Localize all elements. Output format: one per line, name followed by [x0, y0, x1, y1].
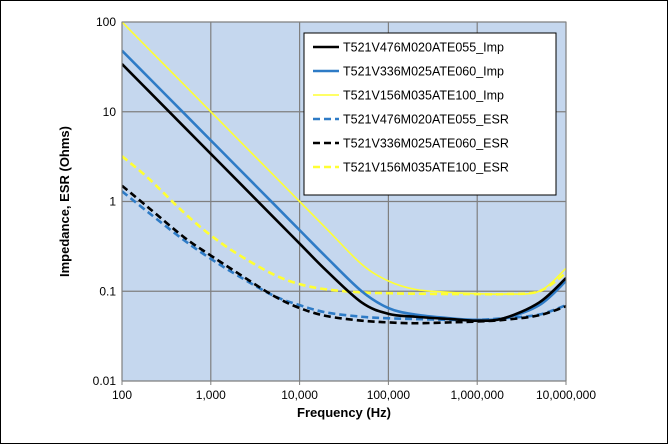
x-tick-label: 100 — [112, 388, 132, 402]
series-line-T521V476M020ATE055_Imp — [122, 63, 566, 322]
y-axis-tick-labels: 0.01 0.1 1 10 100 — [93, 15, 117, 388]
legend-label: T521V476M020ATE055_Imp — [343, 41, 504, 55]
y-tick-label: 0.1 — [99, 284, 116, 298]
y-axis-title: Impedance, ESR (Ohms) — [57, 126, 72, 277]
legend-label: T521V336M025ATE060_Imp — [343, 65, 504, 79]
legend: T521V476M020ATE055_Imp T521V336M025ATE060… — [303, 32, 557, 196]
x-tick-label: 1,000,000 — [451, 388, 505, 402]
y-tick-label: 100 — [96, 15, 116, 29]
legend-label: T521V156M035ATE100_Imp — [343, 89, 504, 103]
x-tick-label: 10,000 — [281, 388, 318, 402]
x-tick-label: 1,000 — [196, 388, 226, 402]
series-layer — [122, 22, 566, 325]
x-axis-title: Frequency (Hz) — [297, 405, 391, 420]
series-line-T521V156M035ATE100_ESR — [122, 155, 566, 296]
x-axis-tick-labels: 100 1,000 10,000 100,000 1,000,000 10,000,000 — [112, 381, 596, 402]
plot-border — [121, 21, 567, 382]
y-tick-label: 1 — [109, 195, 116, 209]
legend-box — [303, 32, 557, 196]
series-line-T521V476M020ATE055_ESR — [122, 190, 566, 322]
x-tick-label: 100,000 — [367, 388, 411, 402]
legend-label: T521V336M025ATE060_ESR — [343, 137, 509, 151]
x-tick-label: 10,000,000 — [536, 388, 596, 402]
legend-label: T521V156M035ATE100_ESR — [343, 161, 509, 175]
y-tick-label: 10 — [103, 105, 117, 119]
legend-label: T521V476M020ATE055_ESR — [343, 113, 509, 127]
y-tick-label: 0.01 — [93, 374, 117, 388]
